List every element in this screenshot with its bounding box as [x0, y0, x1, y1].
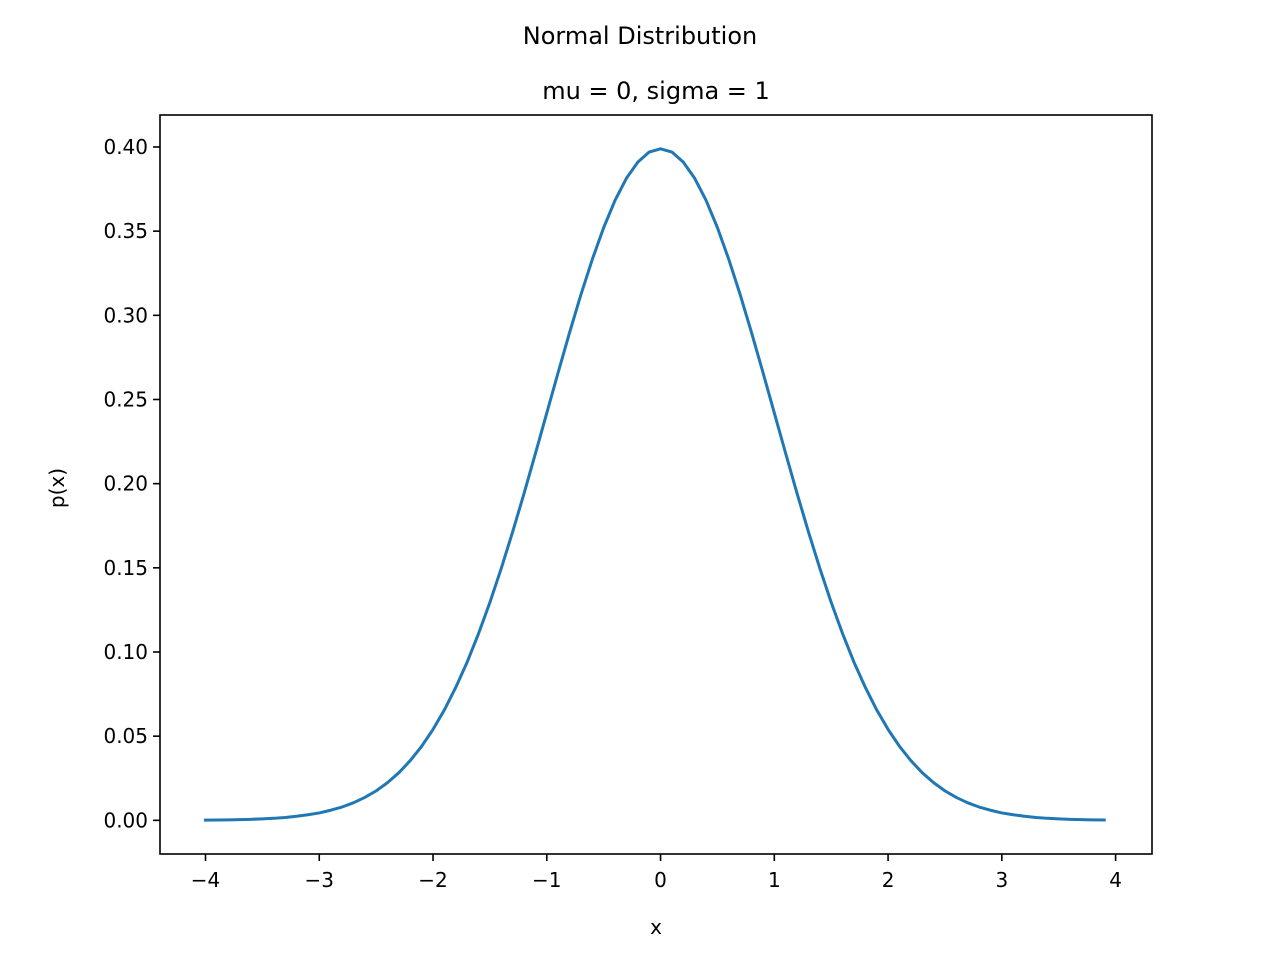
- y-tick-label: 0.05: [103, 724, 148, 748]
- x-tick-label: −2: [418, 868, 447, 892]
- y-ticks: 0.00 0.05 0.10 0.15 0.20 0.25 0.30 0.35 0.40: [103, 135, 160, 832]
- y-tick-label: 0.35: [103, 219, 148, 243]
- x-tick-label: 0: [654, 868, 667, 892]
- figure-suptitle: Normal Distribution: [523, 22, 757, 50]
- series-line: [203, 147, 1106, 822]
- y-tick-label: 0.10: [103, 640, 148, 664]
- axes-title: mu = 0, sigma = 1: [542, 77, 770, 105]
- y-tick-label: 0.30: [103, 303, 148, 327]
- x-tick-label: −3: [305, 868, 334, 892]
- x-axis-label: x: [650, 915, 662, 939]
- y-tick-label: 0.40: [103, 135, 148, 159]
- x-tick-label: 4: [1109, 868, 1122, 892]
- y-tick-label: 0.25: [103, 387, 148, 411]
- series-layer: [203, 147, 1106, 822]
- x-tick-label: 3: [995, 868, 1008, 892]
- x-tick-label: 1: [768, 868, 781, 892]
- x-ticks: −4 −3 −2 −1 0 1 2 3 4: [191, 854, 1122, 892]
- y-tick-label: 0.00: [103, 808, 148, 832]
- x-tick-label: 2: [882, 868, 895, 892]
- axes-frame: [159, 114, 1153, 855]
- x-tick-label: −4: [191, 868, 220, 892]
- y-tick-label: 0.15: [103, 556, 148, 580]
- x-tick-label: −1: [532, 868, 561, 892]
- y-axis-label: p(x): [45, 468, 69, 508]
- y-tick-label: 0.20: [103, 472, 148, 496]
